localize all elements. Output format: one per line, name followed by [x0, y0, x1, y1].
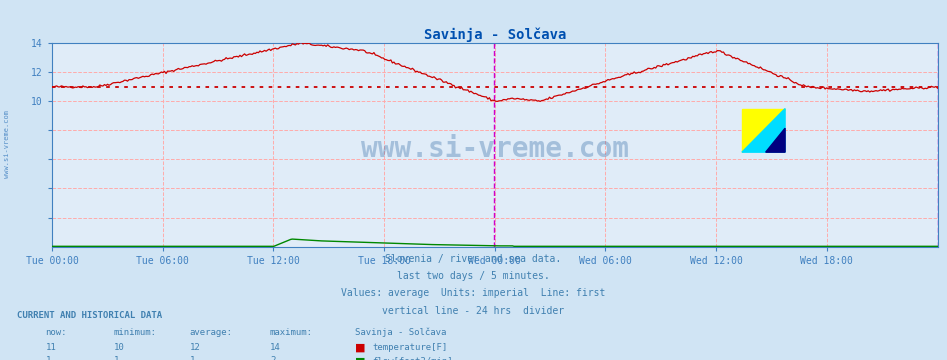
Text: CURRENT AND HISTORICAL DATA: CURRENT AND HISTORICAL DATA: [17, 311, 162, 320]
Text: 10: 10: [114, 343, 124, 352]
Text: 14: 14: [270, 343, 280, 352]
Text: Slovenia / river and sea data.: Slovenia / river and sea data.: [385, 254, 562, 264]
Text: average:: average:: [189, 328, 232, 337]
Polygon shape: [742, 109, 785, 152]
Text: last two days / 5 minutes.: last two days / 5 minutes.: [397, 271, 550, 281]
Text: www.si-vreme.com: www.si-vreme.com: [4, 110, 9, 178]
Text: www.si-vreme.com: www.si-vreme.com: [361, 135, 629, 163]
Polygon shape: [742, 109, 785, 152]
Text: 2: 2: [270, 356, 276, 360]
Text: 1: 1: [189, 356, 195, 360]
Text: temperature[F]: temperature[F]: [372, 343, 447, 352]
Text: ■: ■: [355, 356, 366, 360]
Text: now:: now:: [45, 328, 67, 337]
Text: vertical line - 24 hrs  divider: vertical line - 24 hrs divider: [383, 306, 564, 316]
Text: Savinja - Solčava: Savinja - Solčava: [355, 328, 446, 337]
Polygon shape: [766, 128, 785, 152]
Text: 1: 1: [45, 356, 51, 360]
Text: ■: ■: [355, 343, 366, 353]
Title: Savinja - Solčava: Savinja - Solčava: [423, 27, 566, 42]
Text: 11: 11: [45, 343, 56, 352]
Text: 1: 1: [114, 356, 119, 360]
Text: flow[foot3/min]: flow[foot3/min]: [372, 356, 453, 360]
Text: maximum:: maximum:: [270, 328, 313, 337]
Text: Values: average  Units: imperial  Line: first: Values: average Units: imperial Line: fi…: [341, 288, 606, 298]
Text: 12: 12: [189, 343, 200, 352]
Text: minimum:: minimum:: [114, 328, 156, 337]
